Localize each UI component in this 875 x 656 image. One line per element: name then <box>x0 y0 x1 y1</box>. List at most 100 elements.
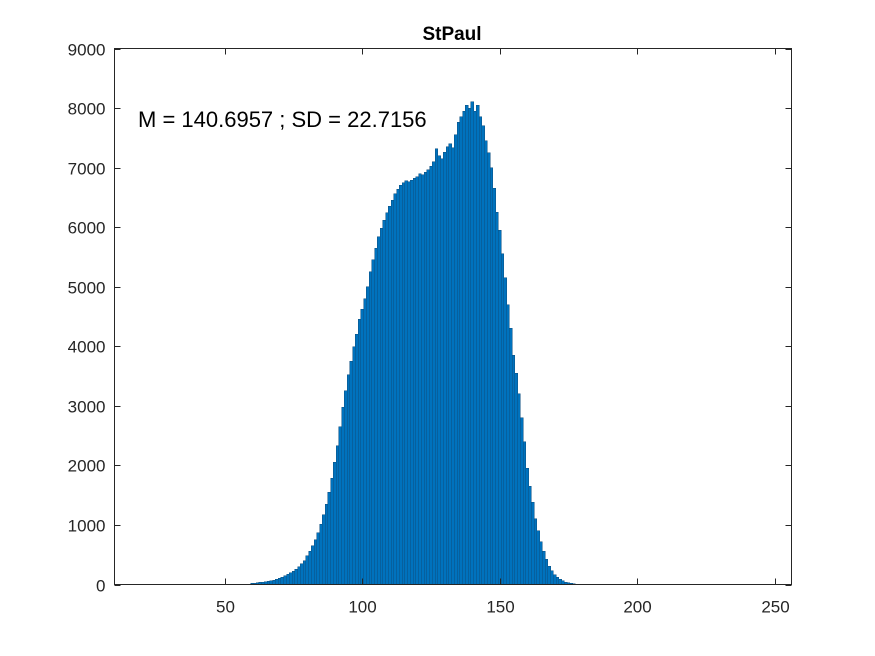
histogram-bar <box>311 545 315 585</box>
histogram-bar <box>542 550 546 585</box>
histogram-bar <box>531 502 535 585</box>
histogram-bar <box>487 152 491 585</box>
histogram-bar <box>291 570 296 585</box>
histogram-bar <box>451 147 455 585</box>
stats-annotation: M = 140.6957 ; SD = 22.7156 <box>138 107 427 132</box>
histogram-bar <box>272 579 276 585</box>
histogram-bar <box>456 122 461 585</box>
y-tick-label: 2000 <box>68 457 106 476</box>
y-tick-label: 6000 <box>68 219 106 238</box>
histogram-bar <box>555 577 560 585</box>
histogram-bar <box>297 566 301 585</box>
histogram-bar <box>509 328 513 585</box>
histogram-bar <box>553 574 557 585</box>
histogram-bar <box>432 161 436 585</box>
histogram-bar <box>393 193 397 585</box>
histogram-bar <box>525 468 529 585</box>
histogram-bar <box>388 206 392 585</box>
histogram-bar <box>423 172 428 585</box>
histogram-bar <box>289 572 293 585</box>
histogram-bar <box>410 179 414 585</box>
histogram-bar <box>330 478 334 585</box>
histogram-bar <box>335 445 340 585</box>
histogram-bar <box>415 176 419 585</box>
histogram-bar <box>476 104 480 585</box>
x-tick-label: 250 <box>761 598 789 617</box>
histogram-bar <box>308 550 312 585</box>
histogram-bar <box>327 491 331 585</box>
histogram-bar <box>481 125 485 585</box>
histogram-bar <box>536 530 540 585</box>
histogram-bar <box>294 568 298 585</box>
histogram-bar <box>437 155 441 585</box>
histogram-bar <box>470 101 474 585</box>
histogram-bar <box>550 570 554 585</box>
histogram-bar <box>492 188 496 585</box>
axes-box <box>114 48 792 585</box>
histogram-bar <box>302 560 307 585</box>
histogram-bar <box>316 532 320 585</box>
histogram-bar <box>544 559 549 585</box>
histogram-bar <box>495 212 499 585</box>
histogram-bar <box>368 271 373 585</box>
histogram-bar <box>346 374 351 585</box>
histogram-bar <box>503 277 507 585</box>
histogram-bar <box>465 104 469 585</box>
histogram-bar <box>341 406 345 585</box>
histogram-bar <box>344 390 348 585</box>
histogram-bar <box>511 354 516 585</box>
histogram-bar <box>319 524 323 585</box>
histogram-bar <box>377 236 381 585</box>
histogram-bar <box>467 107 472 585</box>
histogram-bar <box>434 148 439 585</box>
histogram-bar <box>489 167 494 585</box>
histogram-bar <box>429 166 433 585</box>
histogram-bar <box>280 576 284 585</box>
histogram-bar <box>322 514 326 585</box>
chart-title: StPaul <box>422 24 481 45</box>
histogram-bar <box>514 372 518 585</box>
histogram-bar <box>399 185 403 585</box>
histogram-bar <box>404 180 408 585</box>
histogram-bar <box>366 286 370 585</box>
histogram-bar <box>277 577 282 585</box>
histogram-bar <box>338 426 342 585</box>
histogram-bar <box>382 219 386 585</box>
histogram-bar <box>407 181 411 585</box>
histogram-bar <box>360 309 364 585</box>
histogram-bar <box>506 304 510 585</box>
histogram-bar <box>459 116 463 585</box>
y-tick-label: 7000 <box>68 160 106 179</box>
histogram-bar <box>561 580 565 585</box>
histogram-bar <box>385 212 389 585</box>
histogram-bar <box>533 518 538 585</box>
histogram-bar <box>522 441 527 585</box>
y-tick-label: 3000 <box>68 398 106 417</box>
histogram-bar <box>412 178 417 585</box>
histogram-bar <box>448 143 452 585</box>
histogram-bar <box>349 360 353 585</box>
histogram-bar <box>352 346 356 585</box>
histogram-bar <box>418 173 422 585</box>
histogram-bar <box>547 565 551 585</box>
x-tick-label: 200 <box>623 598 651 617</box>
histogram-bar <box>558 579 562 585</box>
x-tick-label: 50 <box>216 598 235 617</box>
histogram-bar <box>498 229 502 585</box>
histogram-bar <box>440 158 444 585</box>
histogram-bar <box>363 298 367 585</box>
histogram-bar <box>421 174 425 585</box>
histogram-bar <box>300 563 304 585</box>
y-tick-label: 5000 <box>68 279 106 298</box>
y-tick-label: 0 <box>96 577 105 596</box>
histogram-bar <box>371 259 375 585</box>
histogram-bar <box>539 541 543 585</box>
histogram-bar <box>374 247 378 585</box>
histogram-bar <box>313 539 318 585</box>
histogram-bar <box>283 575 287 585</box>
histogram-bar <box>355 334 359 585</box>
y-tick-label: 8000 <box>68 100 106 119</box>
histogram-bar <box>357 319 362 585</box>
x-axis-ticks: 50 100 150 200 250 <box>216 48 790 617</box>
